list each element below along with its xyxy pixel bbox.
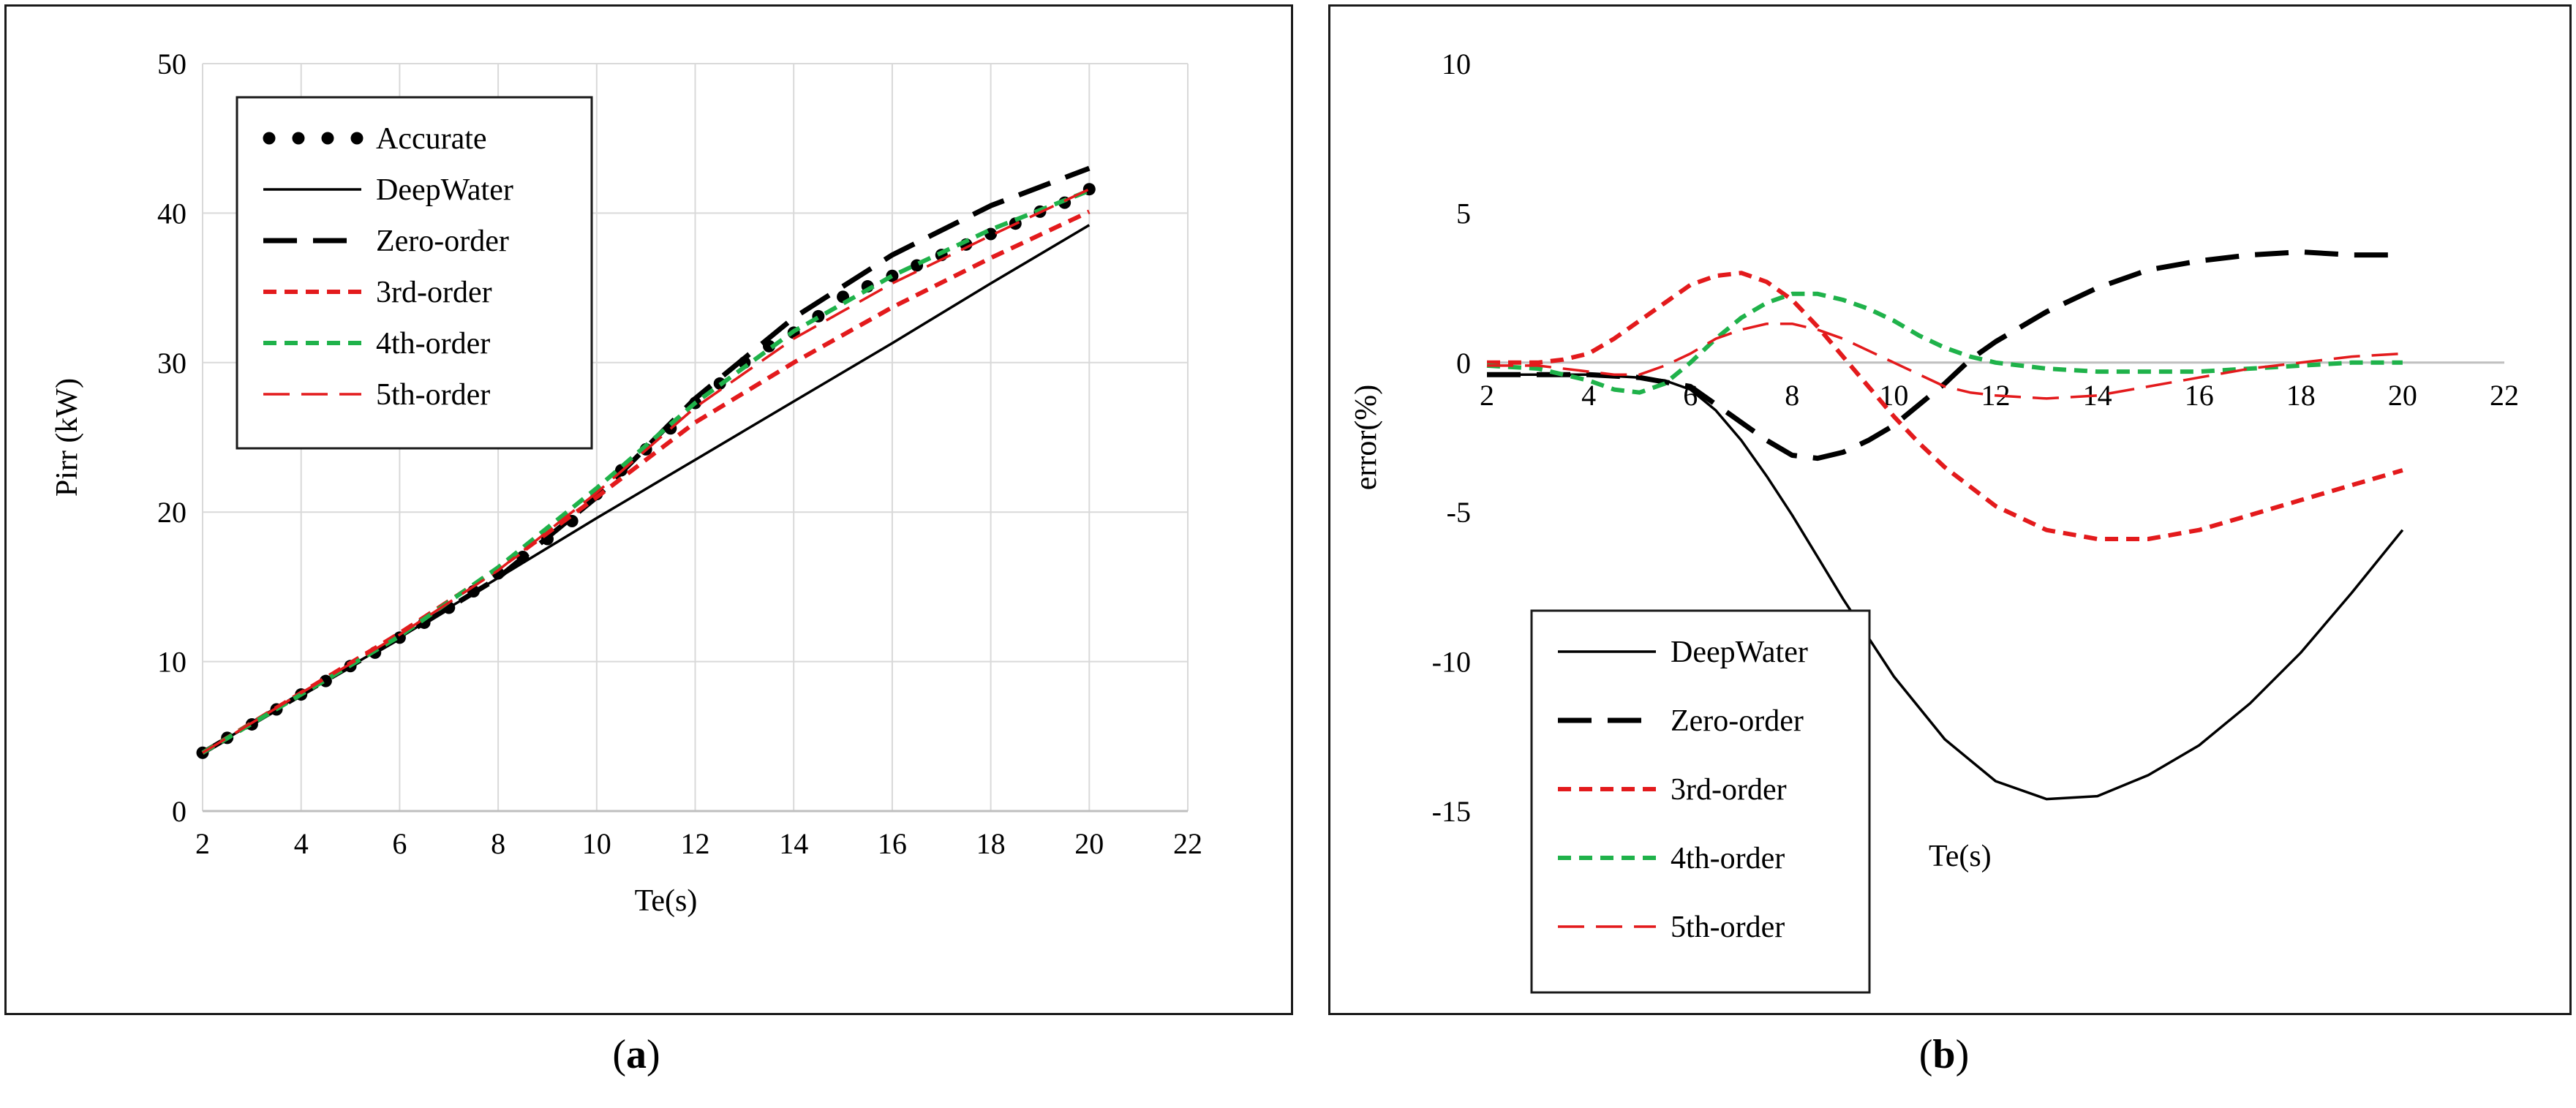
y-tick-label: 10 <box>1442 48 1471 80</box>
y-axis-title: error(%) <box>1349 385 1383 491</box>
legend-label: 4th-order <box>376 327 490 361</box>
series-4th-order <box>201 188 1091 755</box>
x-tick-label: 8 <box>1785 379 1799 412</box>
series-5th-order <box>202 188 1091 754</box>
legend-label: 5th-order <box>1671 911 1785 944</box>
chart-a-svg: 2 4 6 8 10 12 14 16 18 20 22 0 10 20 30 40 50 Te(s) Pirr (… <box>50 48 1202 918</box>
y-tick-label: 0 <box>172 795 187 828</box>
x-tick-label: 16 <box>2185 379 2214 412</box>
series-line <box>1486 291 2403 395</box>
y-tick-label: -10 <box>1432 646 1471 679</box>
x-tick-label: 8 <box>491 827 505 860</box>
series-line <box>1487 322 2403 400</box>
series-3rd-order <box>1487 271 2403 541</box>
series-line <box>202 188 1091 754</box>
legend: DeepWater Zero-order 3rd-order 4th-order 5th… <box>1530 609 1871 994</box>
legend-label: DeepWater <box>376 173 513 207</box>
subfigure-label-b: (b) <box>1918 1032 1970 1077</box>
y-tick-label: 5 <box>1456 197 1471 230</box>
y-tick-label: 0 <box>1456 347 1471 380</box>
x-tick-label: 4 <box>1581 379 1596 412</box>
x-tick-label: 12 <box>681 827 710 860</box>
legend-swatch <box>321 132 334 145</box>
series-zero-order <box>1487 249 2403 461</box>
x-tick-label: 10 <box>582 827 611 860</box>
x-axis-title: Te(s) <box>635 884 698 918</box>
legend-label: 5th-order <box>376 378 490 412</box>
legend-label: 3rd-order <box>376 276 492 309</box>
series-line <box>1487 249 2403 461</box>
x-tick-label: 18 <box>976 827 1006 860</box>
x-tick-label: 14 <box>779 827 808 860</box>
legend-box <box>236 96 593 450</box>
legend-label: Zero-order <box>1671 704 1804 738</box>
x-tick-label: 2 <box>195 827 210 860</box>
x-tick-label: 2 <box>1480 379 1494 412</box>
chart-panel-a: 2 4 6 8 10 12 14 16 18 20 22 0 10 20 30 40 50 Te(s) Pirr (… <box>4 4 1293 1015</box>
y-tick-label: -15 <box>1432 795 1471 828</box>
chart-panel-b: 2 4 6 8 10 12 14 16 18 20 22 -15 -10 -5 0 5 10 Te(s) error… <box>1328 4 2572 1015</box>
legend-label: Zero-order <box>376 225 509 258</box>
y-tick-label: 50 <box>157 48 187 80</box>
series-4th-order <box>1486 291 2403 395</box>
chart-b-svg: 2 4 6 8 10 12 14 16 18 20 22-15-10-50510Te(s)error… <box>1349 48 2519 994</box>
x-tick-label: 4 <box>294 827 309 860</box>
x-tick-label: 18 <box>2286 379 2316 412</box>
y-axis-title: Pirr (kW) <box>50 378 84 497</box>
y-tick-label: 40 <box>157 197 187 230</box>
series-line <box>1487 271 2403 541</box>
x-tick-label: 22 <box>1173 827 1202 860</box>
y-tick-label: 30 <box>157 347 187 380</box>
x-tick-label: 20 <box>1074 827 1104 860</box>
legend-label: 3rd-order <box>1671 773 1787 807</box>
legend-swatch <box>350 132 364 145</box>
x-tick-label: 22 <box>2490 379 2519 412</box>
series-line <box>201 188 1091 755</box>
x-tick-label: 16 <box>878 827 907 860</box>
legend-swatch <box>263 132 276 145</box>
legend-label: Accurate <box>376 122 487 156</box>
x-tick-label: 6 <box>392 827 407 860</box>
y-tick-label: 20 <box>157 496 187 529</box>
legend-label: DeepWater <box>1671 636 1808 669</box>
legend-box <box>1530 609 1871 994</box>
legend-swatch <box>292 132 305 145</box>
subfigure-label-a: (a) <box>612 1032 660 1077</box>
series-5th-order <box>1487 322 2403 400</box>
y-tick-label: -5 <box>1447 496 1471 529</box>
x-axis-title: Te(s) <box>1929 840 1992 873</box>
legend: Accurate DeepWater Zero-order 3rd-order 4th-… <box>236 96 593 450</box>
y-tick-label: 10 <box>157 646 187 679</box>
x-tick-label: 20 <box>2388 379 2417 412</box>
legend-label: 4th-order <box>1671 842 1785 875</box>
